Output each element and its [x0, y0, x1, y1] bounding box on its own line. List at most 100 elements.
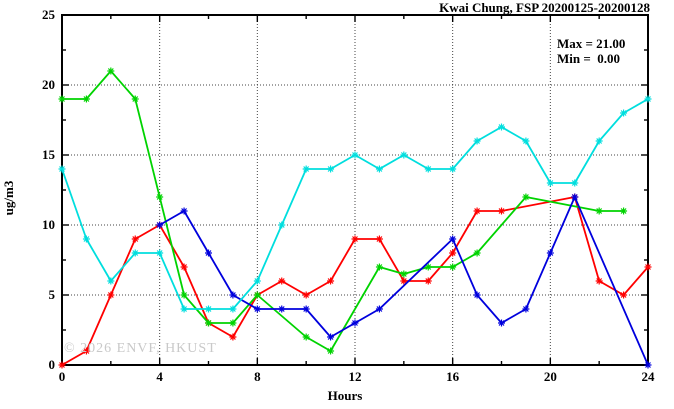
series-green-marker	[131, 95, 139, 103]
series-blue-marker	[571, 193, 579, 201]
series-cyan-marker	[58, 165, 66, 173]
series-blue-marker	[522, 305, 530, 313]
series-red-marker	[107, 291, 115, 299]
series-green-marker	[58, 95, 66, 103]
series-red-marker	[498, 207, 505, 215]
series-green-marker	[327, 347, 335, 355]
series-cyan-marker	[327, 165, 335, 173]
y-axis-label: ug/m3	[1, 180, 16, 216]
stats-box: Max = 21.00 Min = 0.00	[557, 36, 625, 66]
x-tick-label: 20	[544, 369, 557, 384]
series-green-marker	[180, 291, 188, 299]
series-red-marker	[620, 291, 628, 299]
series-blue-marker	[253, 305, 261, 313]
series-green-marker	[107, 67, 115, 75]
series-green-marker	[449, 263, 457, 271]
series-red-marker	[473, 207, 481, 215]
series-green-marker	[156, 193, 164, 201]
series-red-marker	[58, 361, 66, 369]
series-cyan-marker	[424, 165, 432, 173]
series-red-marker	[644, 263, 652, 271]
series-green-marker	[620, 207, 628, 215]
x-axis-label: Hours	[327, 388, 363, 403]
watermark: © 2026 ENVF, HKUST	[64, 341, 217, 356]
series-cyan-marker	[473, 137, 481, 145]
series-cyan-marker	[205, 305, 212, 313]
y-tick-label: 0	[49, 357, 56, 372]
x-tick-label: 12	[349, 369, 362, 384]
series-blue-marker	[351, 319, 359, 327]
series-cyan-marker	[253, 277, 261, 285]
series-blue-marker	[644, 361, 652, 369]
series-cyan-marker	[620, 109, 628, 117]
series-green-marker	[229, 319, 237, 327]
y-tick-label: 20	[42, 77, 55, 92]
x-tick-label: 8	[254, 369, 261, 384]
series-cyan-marker	[180, 305, 188, 313]
series-blue-marker	[449, 235, 457, 243]
series-red-marker	[302, 291, 310, 299]
series-red-marker	[595, 277, 603, 285]
series-red-marker	[131, 235, 139, 243]
series-cyan-marker	[156, 249, 164, 257]
series-blue-marker	[156, 221, 164, 229]
series-red-marker	[351, 235, 359, 243]
series-cyan-marker	[229, 305, 237, 313]
series-red-marker	[229, 333, 237, 341]
x-tick-label: 4	[156, 369, 163, 384]
series-green-marker	[522, 193, 530, 201]
series-red-marker	[375, 235, 383, 243]
series-green-marker	[253, 291, 261, 299]
series-green-marker	[595, 207, 603, 215]
series-cyan-marker	[400, 151, 408, 159]
series-green-marker	[302, 333, 310, 341]
series-cyan-marker	[107, 277, 115, 285]
series-red-marker	[278, 277, 286, 285]
series-cyan-marker	[351, 151, 359, 159]
series-green-marker	[375, 263, 383, 271]
series-cyan-marker	[522, 137, 530, 145]
series-blue-marker	[498, 319, 505, 327]
series-cyan-marker	[571, 179, 579, 187]
series-green-marker	[205, 319, 212, 327]
y-tick-label: 25	[42, 7, 56, 22]
series-cyan-marker	[644, 95, 652, 103]
series-green-marker	[82, 95, 90, 103]
x-tick-label: 0	[59, 369, 66, 384]
series-blue-marker	[229, 291, 237, 299]
series-blue-marker	[327, 333, 335, 341]
series-blue-marker	[546, 249, 554, 257]
x-tick-label: 24	[642, 369, 656, 384]
series-cyan-marker	[498, 123, 505, 131]
series-green-marker	[400, 270, 408, 278]
series-blue-marker	[278, 305, 286, 313]
series-cyan-marker	[595, 137, 603, 145]
y-tick-label: 5	[49, 287, 56, 302]
max-value: Max = 21.00	[557, 36, 626, 51]
x-tick-label: 16	[446, 369, 460, 384]
series-cyan-marker	[131, 249, 139, 257]
series-cyan-marker	[302, 165, 310, 173]
series-cyan-marker	[449, 165, 457, 173]
chart-title: Kwai Chung, FSP 20200125-20200128	[439, 0, 650, 15]
series-blue-marker	[302, 305, 310, 313]
series-cyan-marker	[375, 165, 383, 173]
series-cyan-marker	[278, 221, 286, 229]
y-tick-label: 15	[42, 147, 56, 162]
series-cyan-marker	[82, 235, 90, 243]
series-red-marker	[180, 263, 188, 271]
min-value: Min = 0.00	[557, 51, 621, 66]
series-green-marker	[473, 249, 481, 257]
series-blue-marker	[473, 291, 481, 299]
series-blue-marker	[375, 305, 383, 313]
series-red-marker	[400, 277, 408, 285]
series-red-marker	[424, 277, 432, 285]
series-blue-marker	[180, 207, 188, 215]
series-blue-marker	[205, 249, 212, 257]
series-cyan-marker	[546, 179, 554, 187]
series-red-marker	[82, 347, 90, 355]
series-red-marker	[449, 249, 457, 257]
series-green-marker	[424, 263, 432, 271]
series-red-marker	[327, 277, 335, 285]
